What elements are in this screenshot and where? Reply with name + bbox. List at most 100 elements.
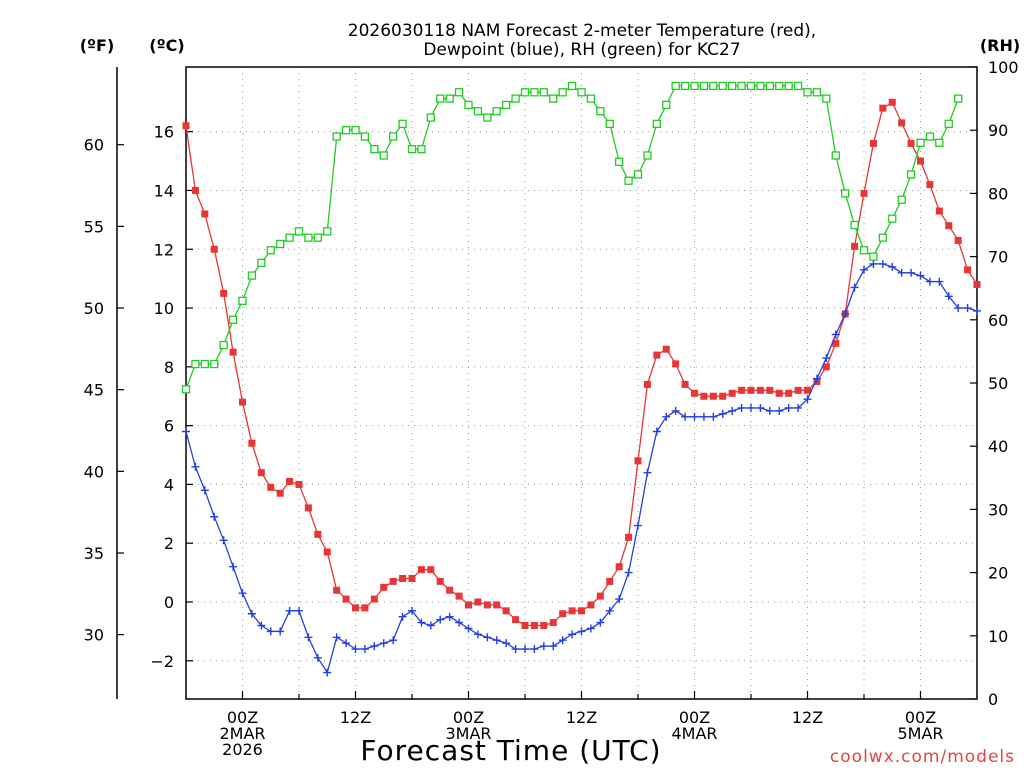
relative-humidity-point [718, 81, 727, 91]
relative-humidity-point [549, 94, 558, 103]
2-meter-temperature-point [436, 577, 444, 585]
2-meter-temperature-point [191, 186, 199, 194]
2-meter-dewpoint-point [304, 633, 313, 642]
relative-humidity-point [379, 151, 388, 160]
2-meter-temperature-point [964, 266, 972, 274]
2-meter-temperature-series [182, 98, 981, 630]
relative-humidity-point [492, 107, 501, 116]
relative-humidity-point [257, 258, 266, 268]
2-meter-temperature-point [700, 392, 708, 400]
celsius-tick-label: −2 [150, 652, 174, 671]
2-meter-temperature-point [851, 242, 859, 250]
relative-humidity-point [577, 88, 586, 97]
2-meter-dewpoint-point [925, 277, 934, 286]
rh-tick-label: 20 [988, 564, 1008, 583]
x-axis-label: Forecast Time (UTC) [360, 734, 661, 767]
2-meter-dewpoint-point [935, 277, 944, 286]
celsius-tick-label: 16 [154, 123, 174, 142]
relative-humidity-point [539, 88, 548, 97]
2-meter-dewpoint-point [332, 633, 341, 642]
relative-humidity-point [878, 233, 887, 242]
2-meter-dewpoint-point [200, 486, 209, 495]
x-tick-label: 00Z [905, 708, 936, 727]
2-meter-dewpoint-point [690, 412, 699, 421]
relative-humidity-point [615, 157, 624, 166]
2-meter-dewpoint-point [323, 668, 332, 677]
relative-humidity-point [520, 88, 530, 97]
2-meter-temperature-point [822, 363, 830, 371]
2-meter-dewpoint-point [812, 374, 821, 383]
2-meter-temperature-point [719, 392, 727, 400]
2-meter-dewpoint-point [831, 330, 840, 339]
2-meter-dewpoint-point [775, 406, 784, 415]
rh-tick-label: 90 [988, 121, 1008, 140]
celsius-axis-unit: (ºC) [149, 36, 184, 55]
2-meter-dewpoint-point [464, 624, 473, 633]
2-meter-dewpoint-point [398, 612, 407, 621]
rh-tick-label: 60 [988, 311, 1008, 330]
relative-humidity-point [398, 119, 407, 129]
chart-title-line-1: 2026030118 NAM Forecast 2-meter Temperat… [348, 21, 816, 41]
2-meter-temperature-point [653, 351, 661, 359]
2-meter-temperature-point [587, 601, 595, 609]
2-meter-dewpoint-point [436, 615, 445, 624]
fahrenheit-tick-label: 30 [84, 626, 104, 645]
2-meter-dewpoint-point [907, 268, 916, 277]
fahrenheit-tick-label: 35 [84, 544, 104, 563]
2-meter-dewpoint-point [718, 409, 727, 418]
relative-humidity-point [671, 81, 680, 91]
2-meter-temperature-point [804, 386, 811, 394]
2-meter-temperature-point [210, 245, 218, 253]
rh-tick-label: 50 [988, 374, 1008, 393]
source-credit: coolwx.com/models [830, 747, 1015, 767]
2-meter-temperature-point [917, 157, 924, 165]
relative-humidity-point [916, 138, 925, 147]
fahrenheit-tick-label: 60 [84, 136, 104, 155]
relative-humidity-point [228, 315, 238, 324]
relative-humidity-point [812, 88, 822, 97]
2-meter-temperature-point [794, 386, 802, 394]
x-tick-label: 2026 [222, 740, 263, 759]
relative-humidity-point [567, 81, 577, 91]
relative-humidity-point [558, 88, 567, 97]
2-meter-temperature-point [888, 98, 896, 106]
2-meter-dewpoint-point [182, 427, 190, 436]
2-meter-temperature-point [239, 398, 246, 406]
relative-humidity-point [445, 94, 454, 103]
relative-humidity-point [219, 340, 228, 350]
relative-humidity-point [709, 81, 718, 91]
2-meter-dewpoint-series [182, 259, 981, 677]
relative-humidity-point [624, 176, 633, 185]
2-meter-dewpoint-point [615, 595, 624, 604]
relative-humidity-point [690, 81, 699, 91]
2-meter-dewpoint-point [605, 606, 614, 615]
2-meter-dewpoint-point [765, 406, 774, 415]
2-meter-dewpoint-point [803, 395, 812, 404]
2-meter-temperature-point [643, 380, 651, 388]
relative-humidity-point [756, 81, 765, 91]
2-meter-temperature-point [832, 339, 840, 347]
relative-humidity-point [351, 126, 360, 135]
rh-tick-label: 0 [988, 690, 998, 709]
2-meter-temperature-point [276, 489, 284, 497]
relative-humidity-point [407, 145, 417, 154]
fahrenheit-axis-unit: (ºF) [80, 36, 115, 55]
relative-humidity-point [370, 145, 379, 154]
relative-humidity-point [925, 132, 935, 141]
2-meter-dewpoint-point [530, 645, 539, 654]
2-meter-dewpoint-point [671, 406, 680, 415]
2-meter-dewpoint-point [191, 462, 200, 471]
relative-humidity-point [276, 239, 285, 249]
2-meter-dewpoint-point [229, 562, 238, 571]
2-meter-dewpoint-point [502, 639, 511, 648]
2-meter-dewpoint-point [370, 642, 379, 651]
relative-humidity-point [728, 81, 737, 91]
2-meter-temperature-point [634, 457, 642, 465]
2-meter-temperature-point [361, 604, 369, 612]
celsius-tick-label: 10 [154, 299, 174, 318]
2-meter-temperature-point [898, 119, 906, 127]
x-tick-label: 3MAR [445, 724, 491, 743]
2-meter-dewpoint-point [973, 306, 981, 315]
relative-humidity-point [200, 359, 209, 369]
2-meter-dewpoint-point [728, 406, 737, 415]
